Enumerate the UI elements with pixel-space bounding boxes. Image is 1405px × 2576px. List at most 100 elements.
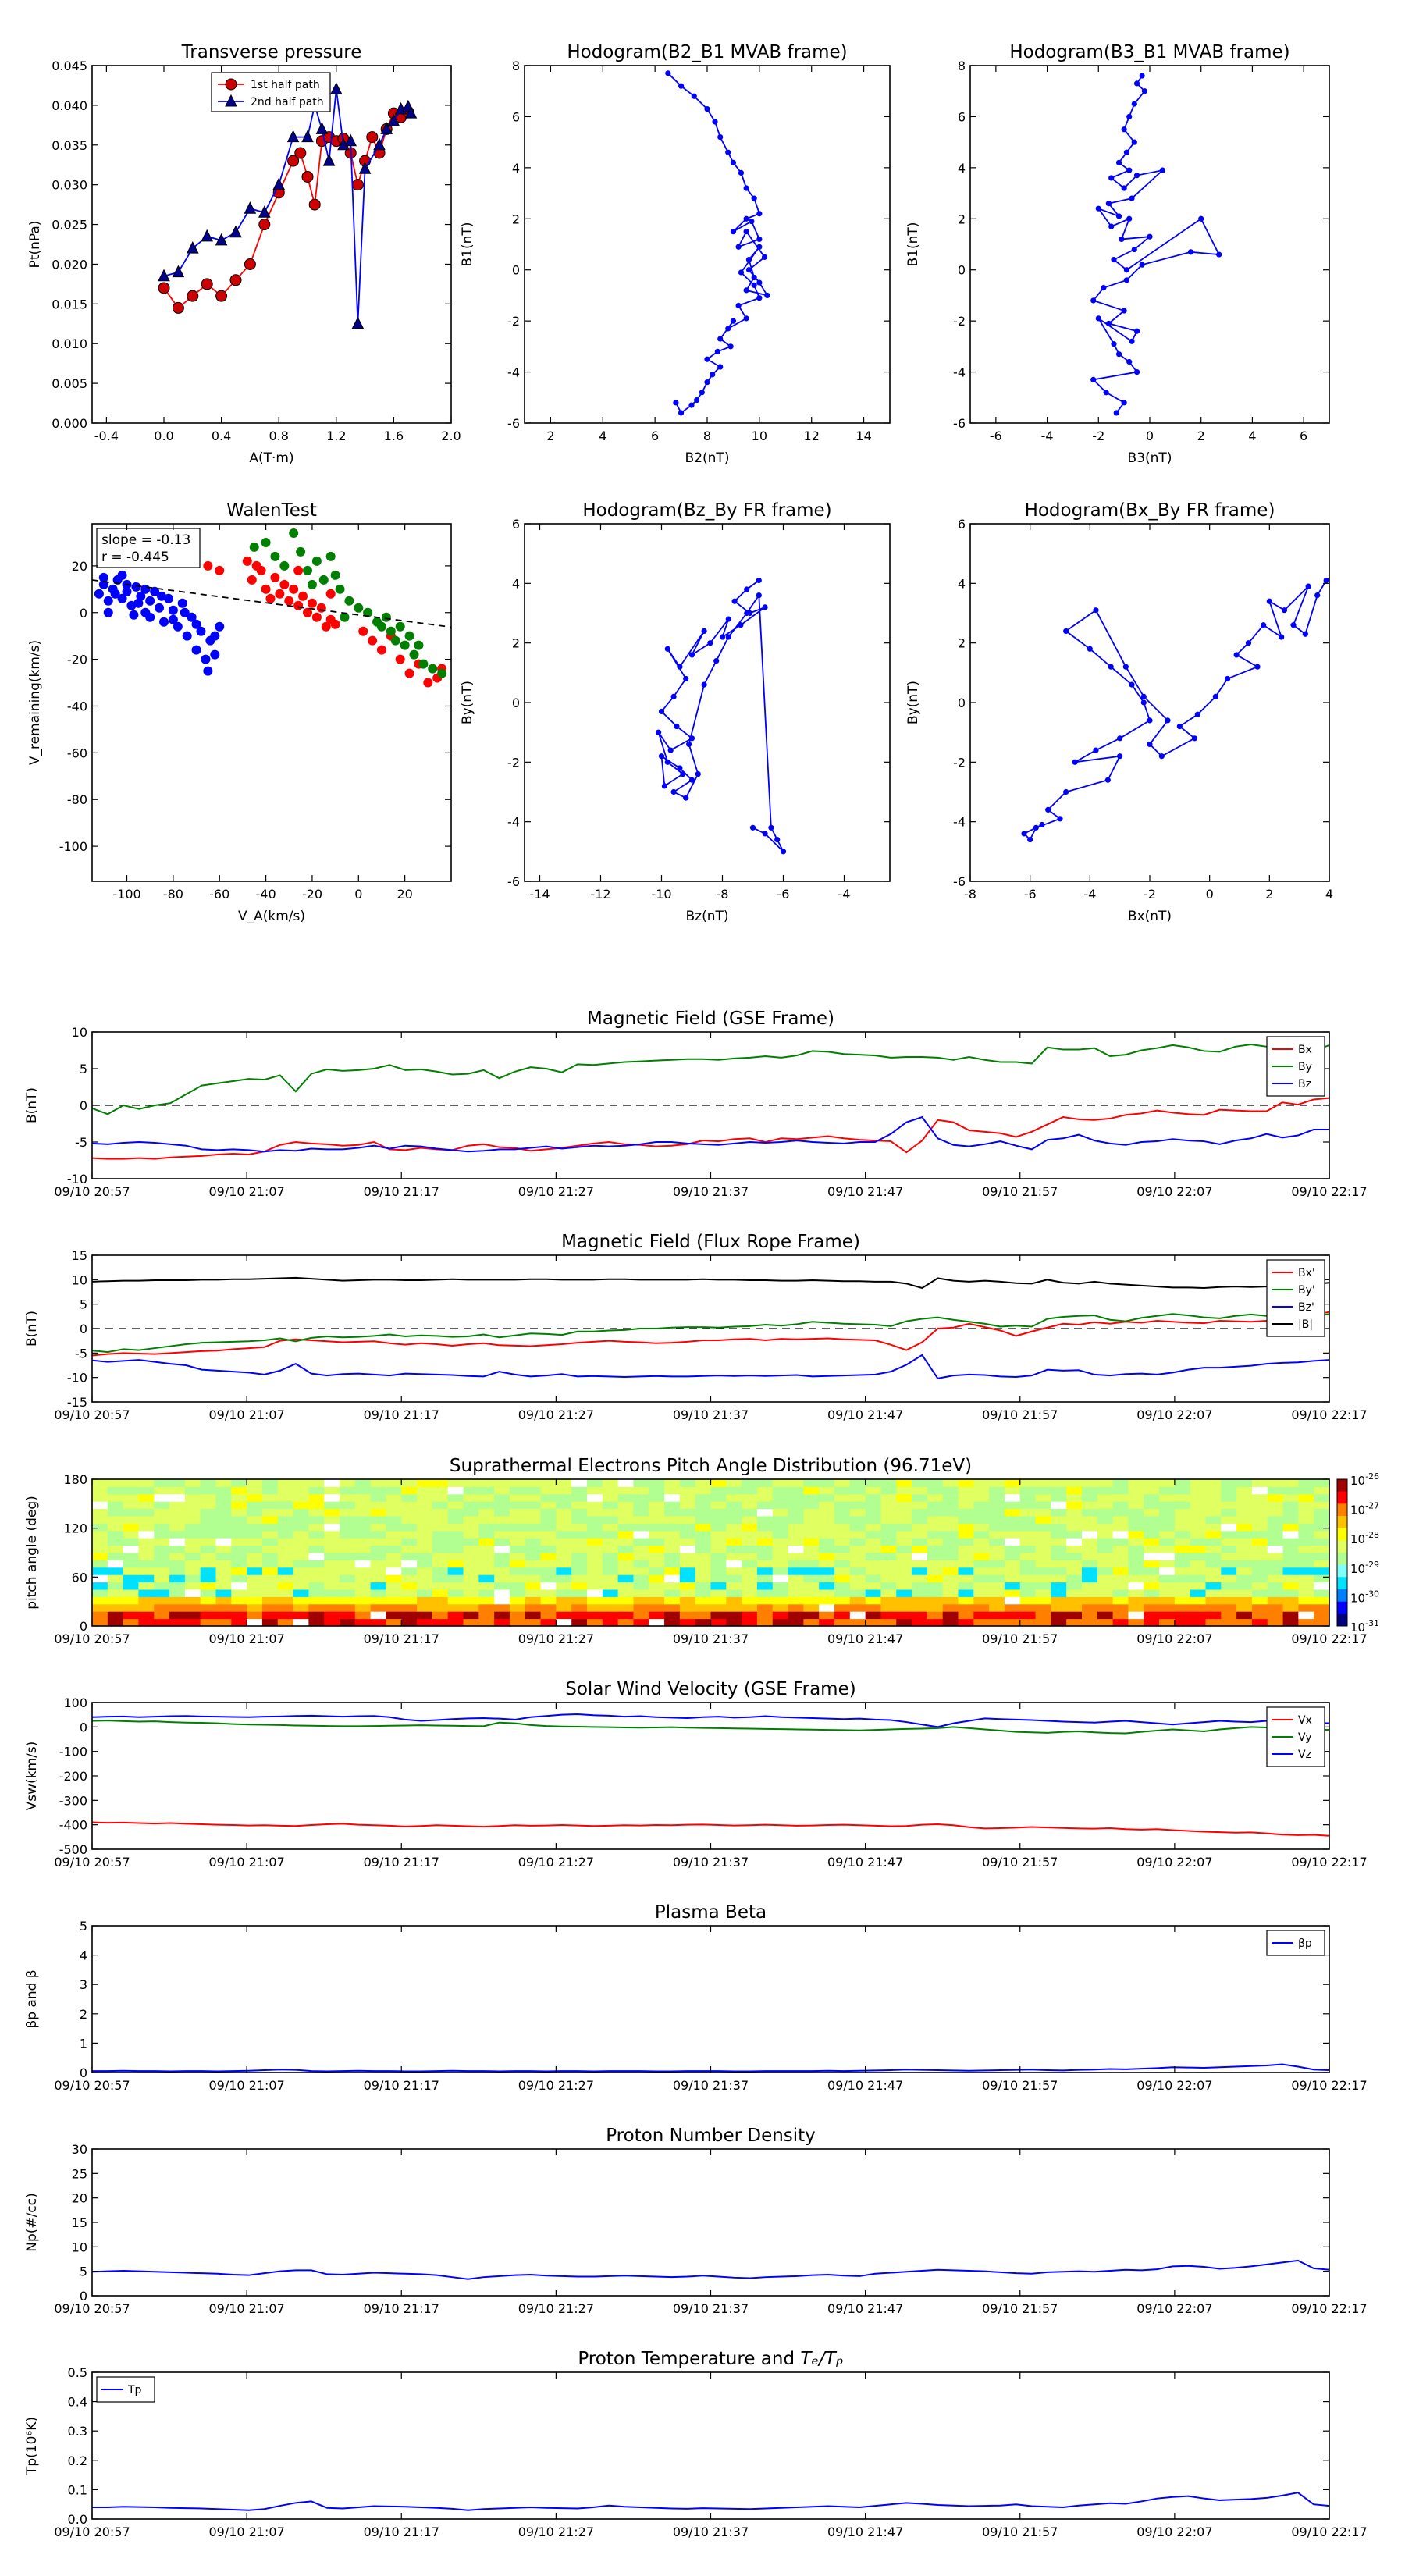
heatmap-cell [123,1516,139,1524]
heatmap-cell [1267,1486,1284,1495]
heatmap-cell [819,1479,835,1487]
x-tick-label: 09/10 21:27 [518,1631,594,1646]
heatmap-cell [1112,1545,1129,1553]
heatmap-cell [1205,1574,1222,1583]
heatmap-cell [1190,1603,1206,1612]
data-point [751,282,757,288]
colorbar-segment [1337,1540,1347,1553]
heatmap-cell [649,1553,665,1560]
heatmap-cell [432,1538,449,1546]
chart-title: Plasma Beta [655,1902,767,1923]
data-point [261,537,271,547]
heatmap-cell [1097,1530,1114,1539]
data-point [1108,223,1115,229]
x-tick-label: 10 [752,429,767,443]
heatmap-cell [370,1560,386,1568]
heatmap-cell [1144,1479,1160,1487]
heatmap-cell [602,1538,619,1546]
heatmap-cell [494,1574,510,1583]
heatmap-cell [726,1545,742,1553]
heatmap-cell [1004,1501,1021,1510]
heatmap-cell [633,1596,649,1605]
heatmap-cell [587,1574,603,1583]
heatmap-cell [571,1589,588,1597]
colorbar-tick-exponent: -31 [1365,1618,1379,1628]
heatmap-cell [556,1486,572,1495]
heatmap-cell [200,1523,216,1532]
heatmap-cell [1097,1501,1114,1510]
heatmap-cell [973,1596,990,1605]
heatmap-cell [1051,1582,1067,1590]
heatmap-cell [726,1530,742,1539]
data-point [695,771,701,777]
y-tick-label: 20 [72,2191,87,2206]
legend: βp [1266,1930,1325,1956]
data-point [242,556,252,566]
data-point [717,364,724,370]
heatmap-cell [463,1582,479,1590]
heatmap-cell [865,1530,881,1539]
heatmap-cell [169,1582,186,1590]
heatmap-cell [772,1501,789,1510]
heatmap-cell [138,1589,155,1597]
data-point [303,565,312,575]
data-point [390,635,400,646]
heatmap-cell [1019,1538,1037,1546]
heatmap-cell [215,1479,232,1487]
heatmap-cell [1221,1603,1237,1612]
heatmap-cell [1267,1618,1284,1627]
colorbar-frame [1336,1478,1348,1627]
heatmap-cell [417,1589,433,1597]
heatmap-cell [1174,1596,1191,1605]
heatmap-cell [1282,1493,1299,1502]
heatmap-cell [123,1611,139,1620]
heatmap-cell [803,1501,820,1510]
data-point [321,621,331,632]
heatmap-cell [138,1567,155,1575]
heatmap-cell [154,1603,170,1612]
legend-swatch-marker [225,94,237,107]
data-point [701,628,707,635]
heatmap-cell [617,1589,634,1597]
y-tick-label: 5 [80,1062,87,1076]
heatmap-cell [880,1618,897,1627]
heatmap-cell [571,1501,588,1510]
heatmap-cell [1128,1508,1144,1517]
heatmap-cell [571,1553,588,1560]
x-tick-label: -6 [990,429,1002,443]
heatmap-cell [200,1486,216,1495]
data-point [1093,747,1099,753]
heatmap-cell [1128,1574,1144,1583]
heatmap-cell [200,1538,216,1546]
heatmap-cell [494,1493,510,1502]
data-point [1123,267,1130,273]
data-point [117,593,127,603]
heatmap-cell [525,1560,542,1568]
heatmap-cell [1236,1582,1253,1590]
heatmap-cell [587,1545,603,1553]
x-tick-label: 09/10 20:57 [54,1407,130,1422]
heatmap-cell [633,1618,649,1627]
y-tick-label: 0.3 [68,2424,87,2439]
heatmap-cell [370,1508,386,1517]
heatmap-cell [726,1596,742,1605]
heatmap-cell [695,1560,711,1568]
data-point [404,105,418,119]
heatmap-cell [1159,1589,1176,1597]
data-point [780,849,787,855]
heatmap-cell [617,1553,634,1560]
heatmap-cell [261,1603,279,1612]
heatmap-cell [710,1486,727,1495]
heatmap-cell [261,1574,279,1583]
heatmap-cell [772,1582,789,1590]
heatmap-cell [927,1516,944,1524]
heatmap-cell [649,1501,665,1510]
heatmap-cell [200,1530,216,1539]
data-point [1314,592,1321,599]
heatmap-cell [803,1508,820,1517]
heatmap-cell [896,1603,912,1612]
heatmap-cell [169,1603,186,1612]
data-point [298,591,308,601]
heatmap-cell [107,1508,124,1517]
legend-label: 2nd half path [251,96,324,109]
